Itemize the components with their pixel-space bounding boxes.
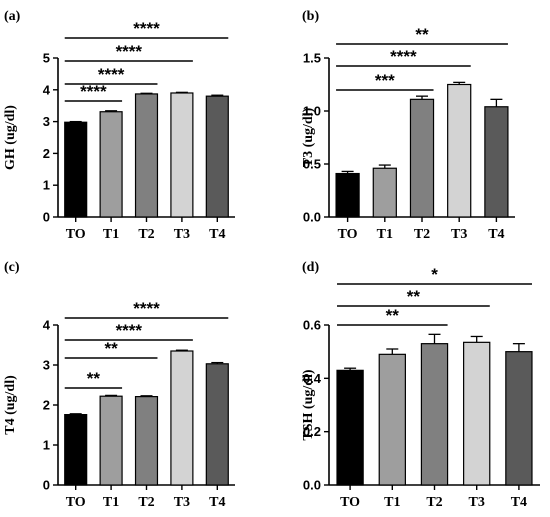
y-tick-label: 3 (43, 114, 50, 129)
x-tick-label: T4 (209, 227, 225, 242)
x-tick-label: TO (66, 495, 86, 510)
bar-TO (64, 414, 88, 486)
x-tick-label: TO (66, 227, 86, 242)
x-tick-label: T1 (384, 495, 400, 510)
y-tick-label: 0.0 (303, 210, 321, 225)
x-tick-label: T4 (488, 227, 504, 242)
y-tick-label: 5 (43, 51, 50, 66)
bar-TO (335, 172, 360, 218)
y-tick-label: 1 (43, 438, 50, 453)
bar-T4 (205, 95, 229, 218)
x-tick-label: T1 (103, 227, 119, 242)
y-tick-label: 2 (43, 146, 50, 161)
x-tick-label: T3 (174, 495, 190, 510)
y-tick-label: 2 (43, 398, 50, 413)
y-tick-label: 0 (43, 478, 50, 493)
y-tick-label: 4 (43, 82, 51, 97)
y-tick-label: 0.4 (303, 371, 322, 386)
y-axis-label: T3 (ug/dl) (301, 107, 316, 167)
bar-T2 (134, 396, 159, 486)
significance-label: **** (116, 42, 143, 61)
x-tick-label: T2 (426, 495, 442, 510)
bar-T1 (372, 167, 397, 218)
significance-label: *** (375, 71, 395, 90)
x-tick-label: T1 (103, 495, 119, 510)
y-tick-label: 3 (43, 358, 50, 373)
panel-label: (b) (302, 9, 319, 24)
bar-T2 (134, 93, 159, 218)
bar-T3 (170, 92, 194, 218)
y-tick-label: 0.0 (303, 478, 321, 493)
y-axis-label: GH (ug/dl) (3, 105, 18, 170)
x-tick-label: TO (340, 495, 360, 510)
y-tick-label: 1.0 (303, 104, 321, 119)
chart-panel-2: (b)0.00.51.01.5T3 (ug/dl)TO T1 T2 T3 T4*****… (301, 9, 515, 242)
x-tick-label: T4 (209, 495, 225, 510)
x-tick-label: T3 (174, 227, 190, 242)
x-tick-label: T2 (138, 495, 154, 510)
significance-label: ** (407, 287, 421, 306)
significance-label: **** (80, 82, 107, 101)
bar-T2 (420, 343, 449, 486)
significance-label: **** (133, 19, 160, 38)
panel-label: (a) (4, 9, 21, 24)
y-axis-label: T4 (ug/dl) (3, 375, 18, 435)
x-tick-label: T1 (377, 227, 393, 242)
significance-label: **** (98, 65, 125, 84)
x-tick-label: T2 (414, 227, 430, 242)
bar-T4 (484, 106, 509, 218)
bar-T4 (505, 351, 533, 486)
y-tick-label: 0.6 (303, 318, 321, 333)
significance-label: * (431, 265, 438, 284)
x-tick-label: T2 (138, 227, 154, 242)
significance-label: ** (386, 306, 400, 325)
significance-label: **** (390, 47, 417, 66)
significance-label: ** (87, 369, 101, 388)
panel-label: (d) (302, 260, 319, 275)
bar-T2 (409, 98, 435, 218)
bar-T3 (170, 350, 194, 486)
y-tick-label: 0.2 (303, 424, 321, 439)
significance-label: ** (104, 339, 118, 358)
y-tick-label: 1.5 (303, 51, 321, 66)
bar-TO (64, 121, 88, 218)
significance-label: **** (116, 321, 143, 340)
bar-T1 (99, 395, 123, 486)
bar-T3 (447, 83, 472, 218)
x-tick-label: T4 (511, 495, 527, 510)
x-tick-label: T3 (451, 227, 467, 242)
bar-T1 (378, 353, 406, 486)
bar-T4 (205, 363, 229, 486)
x-tick-label: TO (338, 227, 358, 242)
y-axis-label: TSH (ug/dl) (301, 369, 316, 441)
y-tick-label: 1 (43, 178, 50, 193)
bar-T1 (99, 111, 123, 218)
significance-label: **** (133, 299, 160, 318)
bar-TO (336, 369, 364, 486)
significance-label: ** (415, 25, 429, 44)
bar-T3 (463, 341, 491, 486)
y-tick-label: 4 (43, 318, 51, 333)
y-tick-label: 0.5 (303, 157, 321, 172)
x-tick-label: T3 (469, 495, 485, 510)
panel-label: (c) (4, 260, 20, 275)
y-tick-label: 0 (43, 210, 50, 225)
